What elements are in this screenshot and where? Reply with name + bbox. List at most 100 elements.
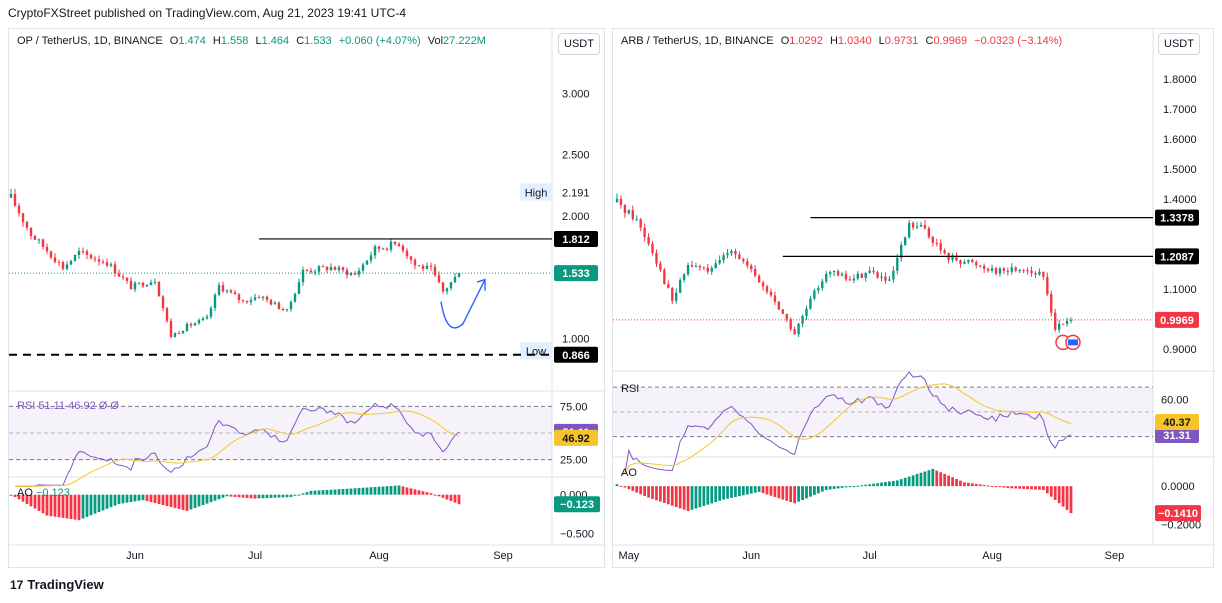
price-tick-label: 2.000 — [562, 211, 590, 223]
candle-body — [113, 264, 117, 274]
ao-bar — [745, 486, 749, 495]
candle-body — [381, 248, 385, 250]
ao-bar — [1049, 486, 1053, 497]
op-chart-panel[interactable]: OP / TetherUS, 1D, BINANCE O1.474 H1.558… — [8, 28, 606, 568]
ao-bar — [911, 475, 915, 487]
candle-body — [1026, 270, 1029, 272]
candle-body — [935, 242, 938, 244]
ao-bar — [797, 486, 800, 502]
arb-close: 0.9969 — [933, 35, 968, 47]
candle-body — [417, 265, 421, 267]
arb-chart-panel[interactable]: ARB / TetherUS, 1D, BINANCE O1.0292 H1.0… — [612, 28, 1215, 568]
candle-body — [979, 265, 982, 267]
ao-bar — [615, 484, 619, 487]
ao-bar — [805, 486, 808, 499]
arb-ao-legend: AO — [621, 467, 637, 479]
candle-body — [627, 210, 631, 214]
candle-body — [33, 236, 37, 240]
ao-bar — [141, 494, 145, 501]
ao-bar — [674, 486, 678, 508]
ao-bar — [273, 494, 277, 498]
ao-bar — [321, 490, 325, 495]
ao-bar — [1022, 486, 1026, 489]
ao-bar — [105, 494, 109, 509]
candle-body — [694, 265, 698, 267]
ao-bar — [722, 486, 725, 500]
rsi-ma-value-label-bg — [1155, 413, 1199, 430]
ao-bar — [1041, 486, 1045, 490]
arb-open: 1.0292 — [789, 35, 823, 47]
candle-body — [405, 250, 409, 257]
candle-body — [213, 294, 217, 309]
ao-bar — [41, 494, 45, 514]
ao-bar — [357, 488, 361, 495]
arb-rsi-pane — [613, 371, 1153, 475]
candle-body — [706, 267, 709, 272]
ao-bar — [895, 480, 899, 487]
ao-bar — [659, 486, 662, 502]
tradingview-logo[interactable]: 17 TradingView — [10, 577, 104, 592]
ao-tick-label: 0.0000 — [1161, 481, 1195, 493]
ao-bar — [17, 494, 21, 500]
price-tick-label: 1.6000 — [1163, 134, 1197, 146]
ao-bar — [1061, 486, 1065, 507]
candle-body — [81, 251, 85, 253]
high-tag-bg — [520, 183, 552, 201]
candle-body — [1057, 323, 1061, 330]
ao-bar — [25, 494, 29, 504]
ao-bar — [293, 494, 297, 496]
rsi-ma-value-label: 46.92 — [562, 433, 590, 445]
candle-body — [65, 264, 69, 269]
last-price-label: 0.9969 — [1160, 315, 1194, 327]
ao-bar — [1053, 486, 1057, 500]
ao-bar — [777, 486, 781, 499]
ao-bar — [781, 486, 785, 500]
ao-bar — [233, 494, 237, 497]
ao-bar — [401, 486, 405, 495]
low-tag-label: Low — [526, 346, 546, 358]
ao-bar — [888, 481, 891, 487]
ao-bar — [161, 494, 165, 506]
candle-body — [269, 299, 273, 305]
ao-bar — [639, 486, 643, 495]
arb-currency-button[interactable]: USDT — [1158, 33, 1200, 55]
ao-bar — [1069, 486, 1073, 514]
ao-bar — [678, 486, 682, 509]
ao-bar — [809, 486, 812, 497]
candle-body — [884, 276, 887, 281]
candle-body — [718, 260, 721, 264]
candle-body — [757, 275, 761, 283]
candle-body — [773, 295, 777, 302]
ao-bar — [329, 489, 333, 495]
arb-symbol: ARB / TetherUS, 1D, BINANCE — [621, 35, 774, 47]
price-tick-label: 1.4000 — [1163, 194, 1197, 206]
candle-body — [229, 290, 233, 293]
arb-high-label: H — [829, 35, 838, 47]
ao-bar — [253, 494, 257, 499]
arb-chart-svg: 1.8000 1.7000 1.6000 1.5000 1.4000 1.1000 0.90… — [613, 29, 1215, 562]
candle-body — [121, 276, 125, 278]
candle-body — [401, 245, 405, 251]
candle-body — [425, 265, 429, 270]
rsi-ma-line — [14, 410, 460, 487]
candle-body — [237, 294, 241, 301]
op-currency-button[interactable]: USDT — [558, 33, 600, 55]
ao-bar — [974, 483, 978, 487]
candle-body — [671, 288, 674, 301]
ao-bar — [793, 486, 797, 504]
candle-body — [13, 193, 17, 206]
time-axis-label: Jun — [742, 550, 760, 562]
ao-bar — [21, 494, 25, 502]
candle-body — [317, 266, 321, 272]
candle-body — [309, 270, 313, 273]
candle-body — [445, 288, 449, 292]
ao-bar — [730, 486, 733, 498]
ao-bar — [425, 492, 429, 495]
candle-body — [635, 219, 638, 221]
ao-bar — [820, 486, 824, 492]
candle-body — [125, 277, 129, 281]
candle-body — [133, 282, 137, 290]
candle-body — [165, 308, 169, 321]
candle-body — [923, 225, 927, 229]
candle-body — [369, 255, 373, 261]
